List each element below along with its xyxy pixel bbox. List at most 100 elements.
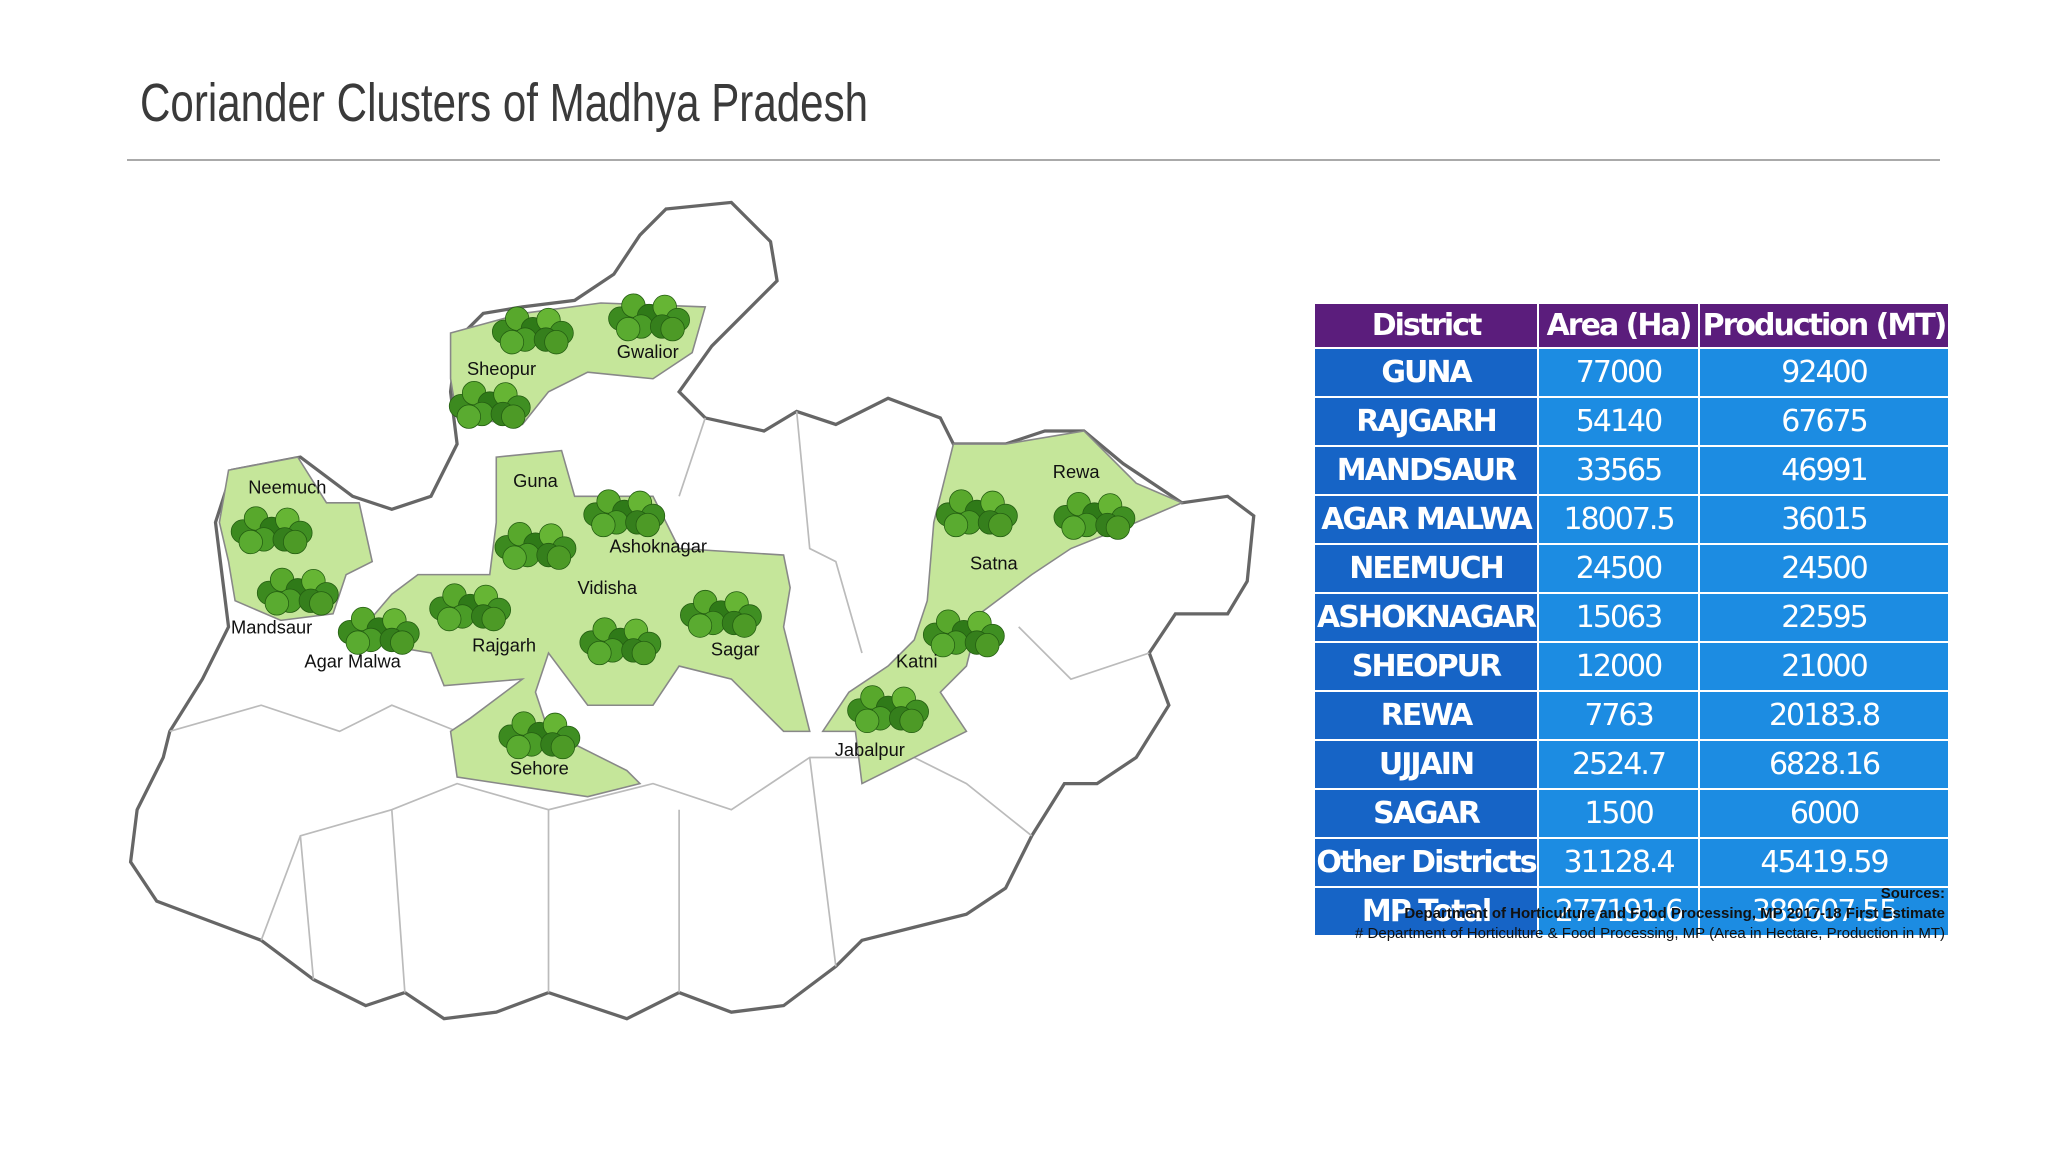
cell-district: SAGAR [1313, 788, 1539, 839]
district-line [678, 411, 1150, 837]
cell-value: 22595 [1698, 592, 1950, 643]
district-label: Mandsaur [231, 616, 312, 637]
leaf [456, 404, 481, 429]
cell-value: 92400 [1698, 347, 1950, 398]
cell-value: 77000 [1537, 347, 1700, 398]
district-label: Ashoknagar [609, 535, 706, 556]
district-label: Katni [896, 650, 938, 671]
cell-value: 54140 [1537, 396, 1700, 447]
divider [127, 159, 1940, 161]
leaf [975, 633, 1000, 658]
coriander-icon [680, 589, 762, 638]
leaf [309, 591, 334, 616]
cell-value: 31128.4 [1537, 837, 1700, 888]
cell-district: MP Total [1313, 886, 1539, 937]
cell-value: 2524.7 [1537, 739, 1700, 790]
district-label: Satna [970, 552, 1019, 573]
map: Sheopur Gwalior Neemuch Guna Ashoknagar Vidis… [128, 200, 1256, 1021]
cell-district: AGAR MALWA [1313, 494, 1539, 545]
cell-value: 277191.6 [1537, 886, 1700, 937]
cell-value: 46991 [1698, 445, 1950, 496]
cell-district: MANDSAUR [1313, 445, 1539, 496]
coriander-icon [936, 489, 1018, 538]
coriander-icon [579, 617, 662, 666]
leaf [855, 708, 880, 734]
table-row: REWA 7763 20183.8 [1313, 690, 1950, 741]
cell-value: 36015 [1698, 494, 1950, 545]
table-row: GUNA 77000 92400 [1313, 347, 1950, 398]
cell-district: SHEOPUR [1313, 641, 1539, 692]
cell-value: 6000 [1698, 788, 1950, 839]
cell-district: UJJAIN [1313, 739, 1539, 790]
leaf [390, 630, 415, 655]
leaf [635, 512, 660, 538]
cell-value: 12000 [1537, 641, 1700, 692]
table-row: ASHOKNAGAR 15063 22595 [1313, 592, 1950, 643]
leaf [587, 640, 612, 666]
map-group: Sheopur Gwalior Neemuch Guna Ashoknagar Vidis… [128, 200, 1256, 1021]
coriander-icon [448, 380, 531, 429]
coriander-icon [491, 306, 574, 355]
leaf [732, 613, 757, 638]
cell-district: ASHOKNAGAR [1313, 592, 1539, 643]
district-label: Agar Malwa [304, 650, 401, 671]
table-row: RAJGARH 54140 67675 [1313, 396, 1950, 447]
district-label: Sheopur [467, 358, 536, 379]
leaf [943, 512, 969, 538]
coriander-icon [608, 293, 690, 342]
district-label: Gwalior [617, 341, 679, 362]
coriander-icon [498, 711, 581, 760]
leaf [591, 512, 616, 538]
cell-district: NEEMUCH [1313, 543, 1539, 594]
district-label: Jabalpur [835, 739, 905, 760]
table-row: SAGAR 1500 6000 [1313, 788, 1950, 839]
table-row: Other Districts 31128.4 45419.59 [1313, 837, 1950, 888]
leaf [930, 633, 956, 658]
coriander-icon [494, 522, 577, 570]
leaf [1061, 515, 1086, 540]
source-line: Department of Horticulture and Food Proc… [1404, 905, 1945, 922]
table-row: SHEOPUR 12000 21000 [1313, 641, 1950, 692]
leaf [264, 591, 290, 616]
cell-district: GUNA [1313, 347, 1539, 398]
column-header: Production (MT) [1698, 302, 1950, 349]
column-header: District [1313, 302, 1539, 349]
table-row: MANDSAUR 33565 46991 [1313, 445, 1950, 496]
leaf [631, 640, 657, 666]
coriander-icon [583, 489, 666, 538]
leaf [499, 330, 525, 355]
source-line: # Department of Horticulture & Food Proc… [1355, 925, 1945, 942]
district-label: Rajgarh [472, 635, 536, 656]
district-label: Rewa [1053, 461, 1101, 482]
leaf [687, 613, 713, 638]
district-label: Sagar [711, 639, 760, 660]
leaf [345, 630, 370, 655]
leaf [550, 734, 576, 760]
cell-value: 24500 [1698, 543, 1950, 594]
leaf [546, 545, 572, 570]
coriander-icon [256, 567, 339, 616]
leaf [283, 529, 308, 555]
cell-value: 67675 [1698, 396, 1950, 447]
table-row: AGAR MALWA 18007.5 36015 [1313, 494, 1950, 545]
district-label: Vidisha [578, 577, 638, 598]
leaf [988, 512, 1013, 538]
leaf [1105, 515, 1131, 540]
cell-value: 24500 [1537, 543, 1700, 594]
leaf [506, 734, 531, 760]
leaf [437, 606, 462, 632]
cell-value: 389607.55 [1698, 886, 1950, 937]
map-labels: Sheopur Gwalior Neemuch Guna Ashoknagar Vidis… [231, 341, 1100, 779]
cell-district: Other Districts [1313, 837, 1539, 888]
district-label: Guna [513, 470, 559, 491]
coriander-icon [337, 606, 420, 655]
cell-value: 20183.8 [1698, 690, 1950, 741]
coriander-icon [230, 506, 313, 555]
table-row: MP Total 277191.6 389607.55 [1313, 886, 1950, 937]
leaf [660, 316, 685, 342]
cell-value: 21000 [1698, 641, 1950, 692]
coriander-icon [847, 685, 929, 734]
leaf [481, 606, 506, 632]
district-label: Neemuch [248, 477, 326, 498]
